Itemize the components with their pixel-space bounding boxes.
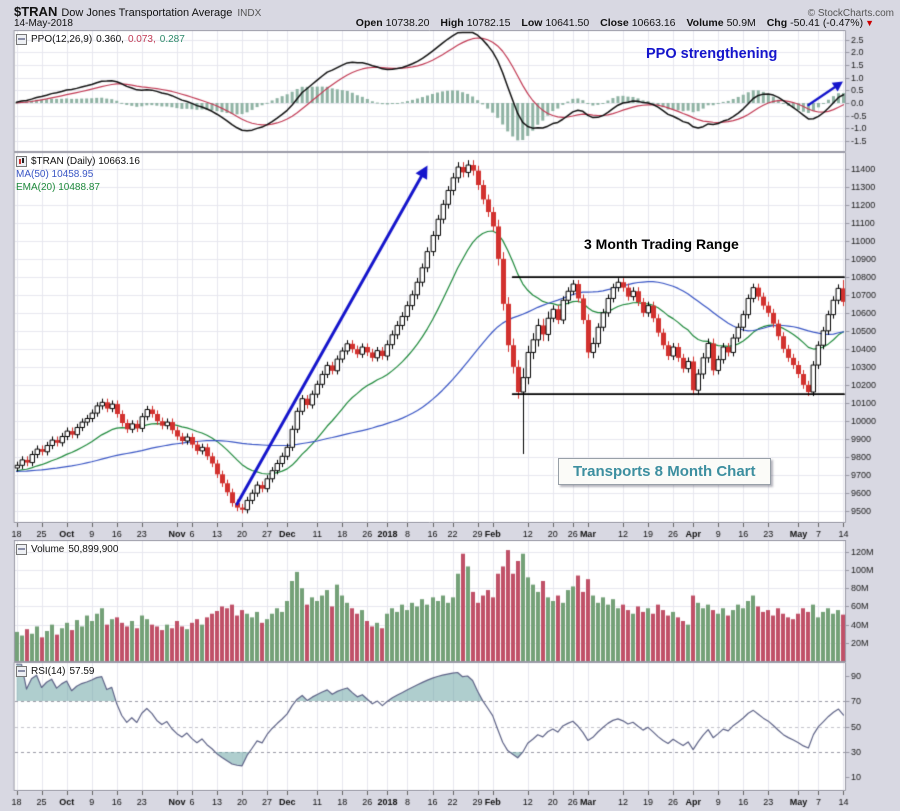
quote-open-value: 10738.20 bbox=[385, 17, 430, 29]
rsi-panel-label: RSI(14) 57.59 bbox=[16, 666, 94, 677]
rsi-panel-icon bbox=[16, 666, 27, 677]
trading-range-annotation: 3 Month Trading Range bbox=[584, 236, 739, 252]
rsi-label-value: 57.59 bbox=[69, 666, 95, 677]
ticker-symbol: $TRAN bbox=[14, 4, 58, 19]
rsi-label-text: RSI(14) bbox=[31, 666, 66, 677]
candlestick-icon bbox=[16, 156, 27, 167]
ppo-signal-value: 0.073, bbox=[127, 34, 156, 45]
ppo-panel-label: PPO(12,26,9) 0.360, 0.073, 0.287 bbox=[16, 34, 185, 45]
ma50-label-text: MA(50) 10458.95 bbox=[16, 169, 94, 180]
chart-date: 14-May-2018 bbox=[14, 18, 73, 29]
price-panel-label: $TRAN (Daily) 10663.16 bbox=[16, 156, 140, 167]
ppo-label-text: PPO(12,26,9) bbox=[31, 34, 93, 45]
quote-volume-label: Volume bbox=[686, 17, 724, 29]
ticker-exchange: INDX bbox=[237, 8, 262, 19]
volume-panel-canvas bbox=[0, 540, 900, 662]
quote-open-label: Open bbox=[355, 17, 383, 29]
volume-label-text: Volume bbox=[31, 544, 65, 555]
date-axis-top-canvas bbox=[0, 523, 900, 540]
ppo-hist-value: 0.287 bbox=[159, 34, 185, 45]
ma50-label: MA(50) 10458.95 bbox=[16, 169, 93, 180]
rsi-panel-canvas bbox=[0, 662, 900, 791]
quote-high-value: 10782.15 bbox=[466, 17, 511, 29]
copyright: © StockCharts.com bbox=[807, 8, 894, 19]
quote-chg-label: Chg bbox=[766, 17, 788, 29]
quote-close-value: 10663.16 bbox=[631, 17, 676, 29]
quote-chg-value: -50.41 (-0.47%) bbox=[790, 17, 864, 29]
date-axis-bottom-canvas bbox=[0, 791, 900, 811]
chart-title-annotation-box: Transports 8 Month Chart bbox=[558, 458, 771, 485]
quote-strip: Open 10738.20 High 10782.15 Low 10641.50 Cl… bbox=[348, 17, 874, 29]
price-label-text: $TRAN (Daily) 10663.16 bbox=[31, 156, 140, 167]
ppo-panel-canvas bbox=[0, 30, 900, 152]
ticker-name: Dow Jones Transportation Average bbox=[61, 7, 233, 19]
quote-close-label: Close bbox=[600, 17, 629, 29]
ppo-annotation: PPO strengthening bbox=[646, 46, 778, 62]
ema20-label: EMA(20) 10488.87 bbox=[16, 182, 100, 193]
quote-low-label: Low bbox=[521, 17, 543, 29]
chart-header: $TRAN Dow Jones Transportation Average IND… bbox=[0, 0, 900, 30]
ppo-line-value: 0.360, bbox=[96, 34, 124, 45]
quote-volume-value: 50.9M bbox=[726, 17, 756, 29]
volume-panel-icon bbox=[16, 544, 27, 555]
ema20-label-text: EMA(20) 10488.87 bbox=[16, 182, 100, 193]
chg-down-arrow-icon: ▼ bbox=[865, 18, 874, 28]
quote-low-value: 10641.50 bbox=[545, 17, 590, 29]
volume-label-value: 50,899,900 bbox=[68, 544, 119, 555]
ticker-title: $TRAN Dow Jones Transportation Average IND… bbox=[14, 3, 261, 21]
ppo-panel-icon bbox=[16, 34, 27, 45]
volume-panel-label: Volume 50,899,900 bbox=[16, 544, 118, 555]
quote-high-label: High bbox=[440, 17, 464, 29]
